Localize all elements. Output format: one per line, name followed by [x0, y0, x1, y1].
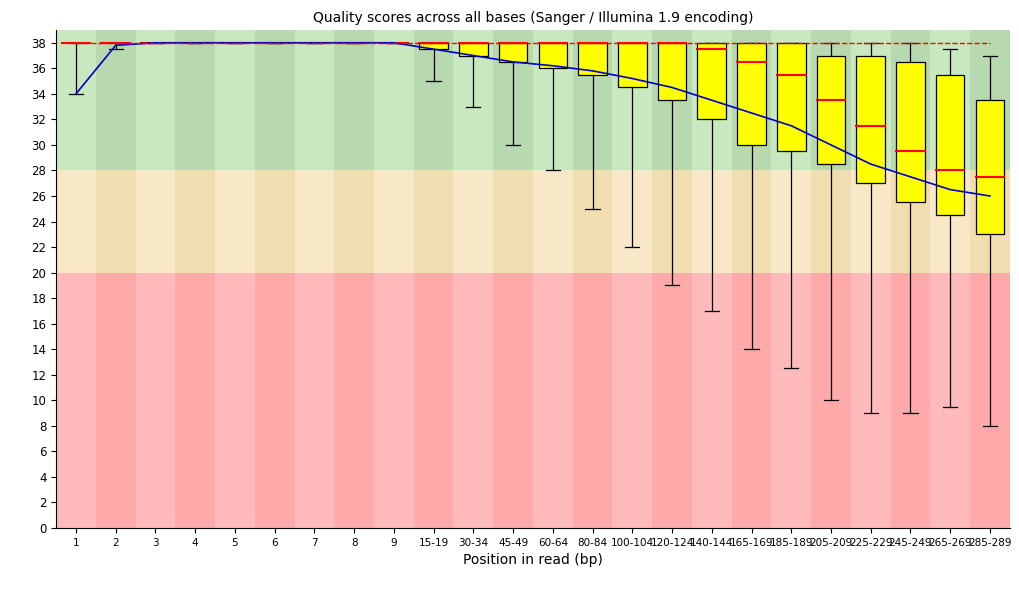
Bar [56, 30, 1009, 170]
Bar [538, 43, 567, 68]
Title: Quality scores across all bases (Sanger / Illumina 1.9 encoding): Quality scores across all bases (Sanger … [313, 11, 752, 25]
Bar [737, 43, 765, 145]
Bar [896, 62, 924, 202]
Bar [578, 43, 606, 74]
Bar [459, 43, 487, 56]
Bar [618, 43, 646, 88]
Bar [498, 43, 527, 62]
Bar [856, 56, 884, 183]
Bar [697, 43, 726, 119]
Bar [419, 43, 447, 49]
Bar [56, 272, 1009, 528]
Bar [935, 74, 964, 215]
Bar [974, 100, 1004, 235]
Bar [657, 43, 686, 100]
Bar [776, 43, 805, 151]
Bar [56, 170, 1009, 272]
X-axis label: Position in read (bp): Position in read (bp) [463, 553, 602, 567]
Bar [816, 56, 845, 164]
